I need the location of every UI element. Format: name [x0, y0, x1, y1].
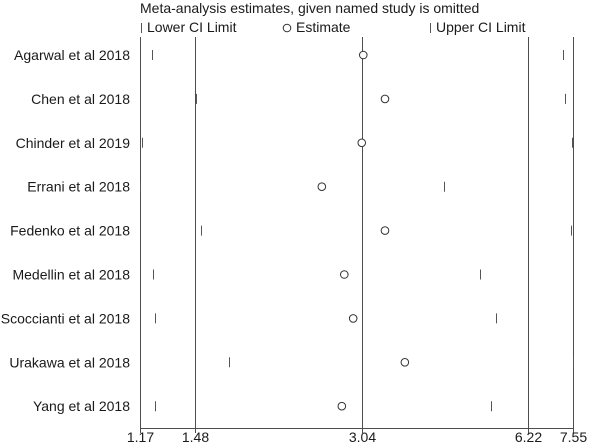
estimate-marker [357, 138, 367, 148]
study-label: Scoccianti et al 2018 [1, 310, 130, 326]
x-tick-label: 3.04 [349, 429, 376, 445]
legend-lower-ci-label: Lower CI Limit [147, 19, 237, 35]
x-tick-label: 1.48 [182, 429, 209, 445]
lower-ci-marker-icon [141, 23, 142, 34]
study-label: Fedenko et al 2018 [10, 223, 130, 239]
x-tick-label: 6.22 [515, 429, 542, 445]
estimate-marker [380, 226, 390, 235]
study-label: Urakawa et al 2018 [9, 354, 130, 370]
study-label: Medellin et al 2018 [12, 267, 130, 283]
study-label: Chen et al 2018 [31, 91, 130, 107]
x-tick-label: 7.55 [560, 429, 587, 445]
study-label: Agarwal et al 2018 [14, 47, 130, 63]
legend-estimate-label: Estimate [296, 19, 351, 35]
estimate-marker-icon [282, 23, 292, 33]
estimate-marker [400, 358, 410, 367]
legend-upper-ci: Upper CI Limit [429, 19, 525, 35]
x-tick-label: 1.17 [127, 429, 154, 445]
estimate-marker [339, 270, 349, 279]
estimate-marker [380, 94, 390, 104]
chart-title: Meta-analysis estimates, given named stu… [140, 0, 480, 16]
estimate-marker [348, 314, 358, 323]
estimate-marker [337, 401, 347, 411]
study-label: Errani et al 2018 [27, 179, 130, 195]
estimate-marker [358, 50, 368, 60]
study-label: Yang et al 2018 [33, 398, 130, 414]
legend-upper-ci-label: Upper CI Limit [436, 19, 526, 35]
legend-lower-ci: Lower CI Limit [140, 19, 236, 35]
legend-estimate: Estimate [282, 19, 350, 35]
estimate-marker [317, 182, 327, 191]
upper-ci-marker-icon [430, 23, 431, 34]
study-label: Chinder et al 2019 [16, 135, 131, 151]
